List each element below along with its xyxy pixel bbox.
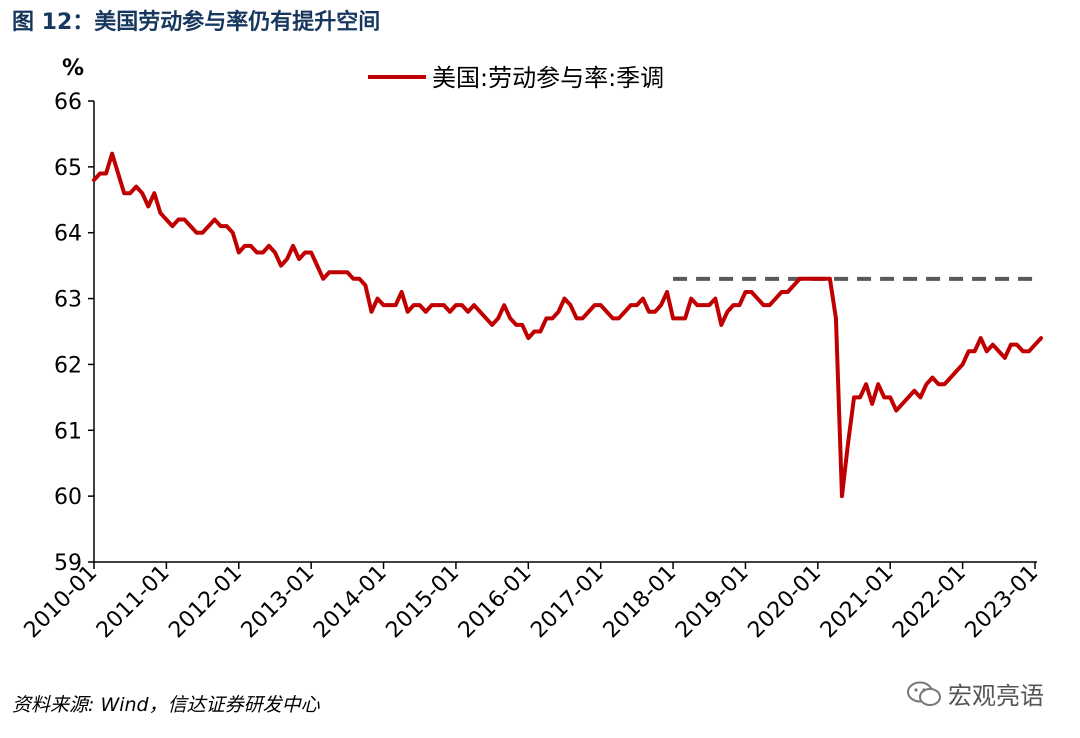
y-tick-label: 66 bbox=[54, 90, 82, 115]
y-tick-label: 64 bbox=[54, 222, 82, 247]
y-tick-label: 62 bbox=[54, 353, 82, 378]
legend: 美国:劳动参与率:季调 bbox=[368, 64, 664, 92]
watermark: 宏观亮语 bbox=[906, 676, 1044, 711]
y-tick-label: 59 bbox=[54, 551, 82, 576]
x-tick-label: 2013-01 bbox=[237, 561, 320, 644]
x-tick-label: 2023-01 bbox=[961, 561, 1044, 644]
series-line bbox=[92, 151, 1044, 499]
x-tick-label: 2014-01 bbox=[309, 561, 392, 644]
y-axis-unit: % bbox=[62, 56, 85, 81]
x-axis-ticks: 2010-012011-012012-012013-012014-012015-… bbox=[20, 561, 1044, 644]
x-tick-label: 2012-01 bbox=[164, 561, 247, 644]
x-tick-label: 2016-01 bbox=[454, 561, 537, 644]
x-tick-label: 2011-01 bbox=[92, 561, 175, 644]
series-group bbox=[92, 151, 1044, 499]
x-tick-label: 2017-01 bbox=[526, 561, 609, 644]
y-tick-label: 61 bbox=[54, 419, 82, 444]
wechat-icon bbox=[907, 681, 941, 706]
legend-label: 美国:劳动参与率:季调 bbox=[432, 64, 664, 92]
x-tick-label: 2018-01 bbox=[599, 561, 682, 644]
x-tick-label: 2019-01 bbox=[671, 561, 754, 644]
y-tick-label: 63 bbox=[54, 288, 82, 313]
figure-title: 图 12：美国劳动参与率仍有提升空间 bbox=[12, 10, 381, 35]
y-axis-ticks: 59 60 61 62 63 64 65 66 bbox=[54, 90, 94, 576]
x-tick-label: 2015-01 bbox=[381, 561, 464, 644]
y-tick-label: 60 bbox=[54, 485, 82, 510]
x-tick-label: 2020-01 bbox=[743, 561, 826, 644]
watermark-text: 宏观亮语 bbox=[948, 682, 1044, 710]
x-tick-label: 2022-01 bbox=[888, 561, 971, 644]
y-tick-label: 65 bbox=[54, 156, 82, 181]
x-tick-label: 2021-01 bbox=[816, 561, 899, 644]
source-note: 资料来源: Wind，信达证券研发中心 bbox=[12, 694, 320, 716]
axes bbox=[93, 101, 1037, 563]
